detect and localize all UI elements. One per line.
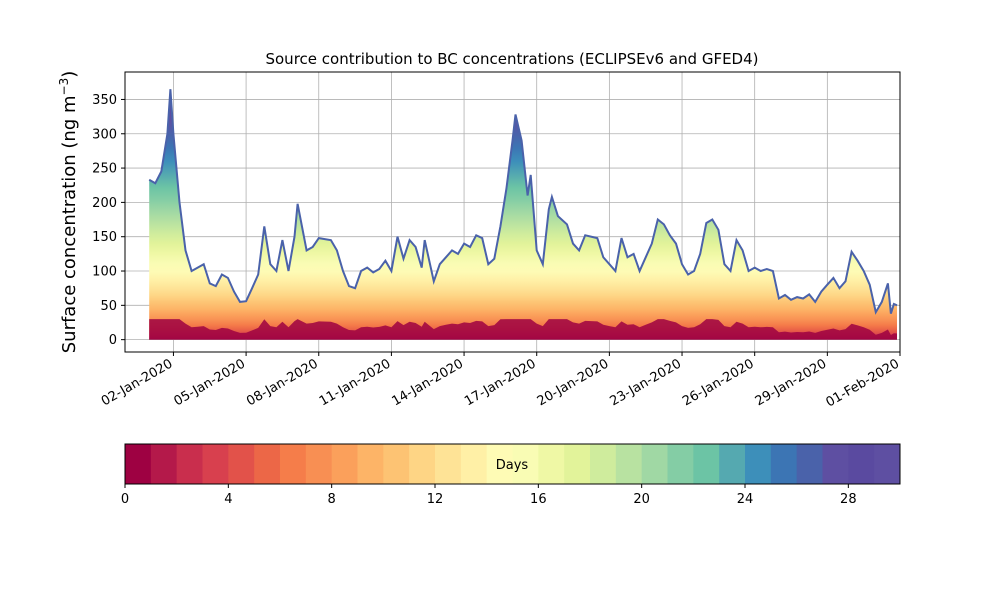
- colorbar-swatch: [254, 444, 281, 484]
- x-tick-label: 02-Jan-2020: [99, 356, 176, 409]
- colorbar-swatch: [538, 444, 565, 484]
- top-outline: [148, 89, 898, 315]
- y-tick-label: 100: [92, 265, 117, 280]
- y-tick-label: 250: [92, 162, 117, 177]
- y-tick-label: 350: [92, 93, 117, 108]
- colorbar-swatch: [848, 444, 875, 484]
- colorbar-tick-label: 0: [121, 492, 129, 507]
- plot-frame: [124, 71, 901, 353]
- x-tick-label: 08-Jan-2020: [244, 356, 321, 409]
- y-tick-label: 300: [92, 127, 117, 142]
- colorbar-swatch: [383, 444, 410, 484]
- colorbar-tick-label: 24: [737, 492, 754, 507]
- colorbar-swatch: [202, 444, 229, 484]
- x-tick-label: 29-Jan-2020: [753, 356, 830, 409]
- colorbar-swatch: [564, 444, 591, 484]
- chart-title: Source contribution to BC concentrations…: [265, 50, 758, 68]
- colorbar-tick-label: 12: [427, 492, 444, 507]
- y-axis-label-unit: −3: [57, 78, 71, 96]
- colorbar-swatch: [615, 444, 643, 484]
- colorbar-swatch: [486, 444, 513, 484]
- colorbar-tick-label: 16: [530, 492, 547, 507]
- colorbar-swatch: [460, 444, 488, 484]
- colorbar-swatch: [719, 444, 746, 484]
- x-tick-label: 26-Jan-2020: [680, 356, 757, 409]
- y-tick-label: 200: [92, 196, 117, 211]
- x-tick-label: 20-Jan-2020: [535, 356, 612, 409]
- colorbar-swatch: [150, 444, 178, 484]
- colorbar-swatch: [641, 444, 668, 484]
- y-axis-label-close: ): [59, 71, 80, 78]
- y-tick-label: 0: [109, 333, 117, 348]
- y-axis-label: Surface concentration (ng m−3): [57, 71, 80, 354]
- colorbar-swatch: [176, 444, 203, 484]
- colorbar: [125, 444, 901, 484]
- colorbar-label: Days: [496, 458, 529, 473]
- x-tick-label: 17-Jan-2020: [462, 356, 539, 409]
- colorbar-swatch: [822, 444, 849, 484]
- colorbar-swatch: [874, 444, 901, 484]
- colorbar-swatch: [125, 444, 152, 484]
- colorbar-swatch: [693, 444, 720, 484]
- colorbar-tick-label: 28: [840, 492, 857, 507]
- stacked-area: [149, 89, 897, 340]
- colorbar-swatch: [770, 444, 798, 484]
- stacked-areas: [148, 89, 898, 340]
- colorbar-swatch: [590, 444, 617, 484]
- core-area: [149, 319, 897, 340]
- x-tick-label: 14-Jan-2020: [389, 356, 466, 409]
- x-tick-label: 01-Feb-2020: [823, 356, 902, 410]
- colorbar-swatch: [435, 444, 462, 484]
- y-tick-label: 150: [92, 230, 117, 245]
- x-tick-label: 11-Jan-2020: [317, 356, 394, 409]
- colorbar-swatch: [357, 444, 384, 484]
- colorbar-swatch: [305, 444, 333, 484]
- y-axis-label-text: Surface concentration (ng m: [59, 95, 80, 353]
- colorbar-swatch: [796, 444, 823, 484]
- x-tick-label: 05-Jan-2020: [172, 356, 249, 409]
- y-tick-label: 50: [100, 299, 117, 314]
- colorbar-tick-label: 8: [328, 492, 336, 507]
- colorbar-tick-label: 20: [633, 492, 650, 507]
- colorbar-ticks: 0 4 8 12 16 20 24 28: [121, 484, 857, 507]
- colorbar-swatch: [280, 444, 307, 484]
- colorbar-tick-label: 4: [224, 492, 232, 507]
- x-tick-label: 23-Jan-2020: [607, 356, 684, 409]
- colorbar-swatch: [409, 444, 436, 484]
- colorbar-swatch: [228, 444, 255, 484]
- colorbar-swatch: [331, 444, 358, 484]
- colorbar-swatch: [745, 444, 772, 484]
- x-ticks: 02-Jan-202005-Jan-202008-Jan-202011-Jan-…: [99, 352, 902, 410]
- colorbar-swatch: [667, 444, 694, 484]
- y-ticks: 0 50 100 150 200 250 300 350: [92, 93, 125, 348]
- colorbar-frame: [124, 443, 901, 485]
- colorbar-swatch: [512, 444, 539, 484]
